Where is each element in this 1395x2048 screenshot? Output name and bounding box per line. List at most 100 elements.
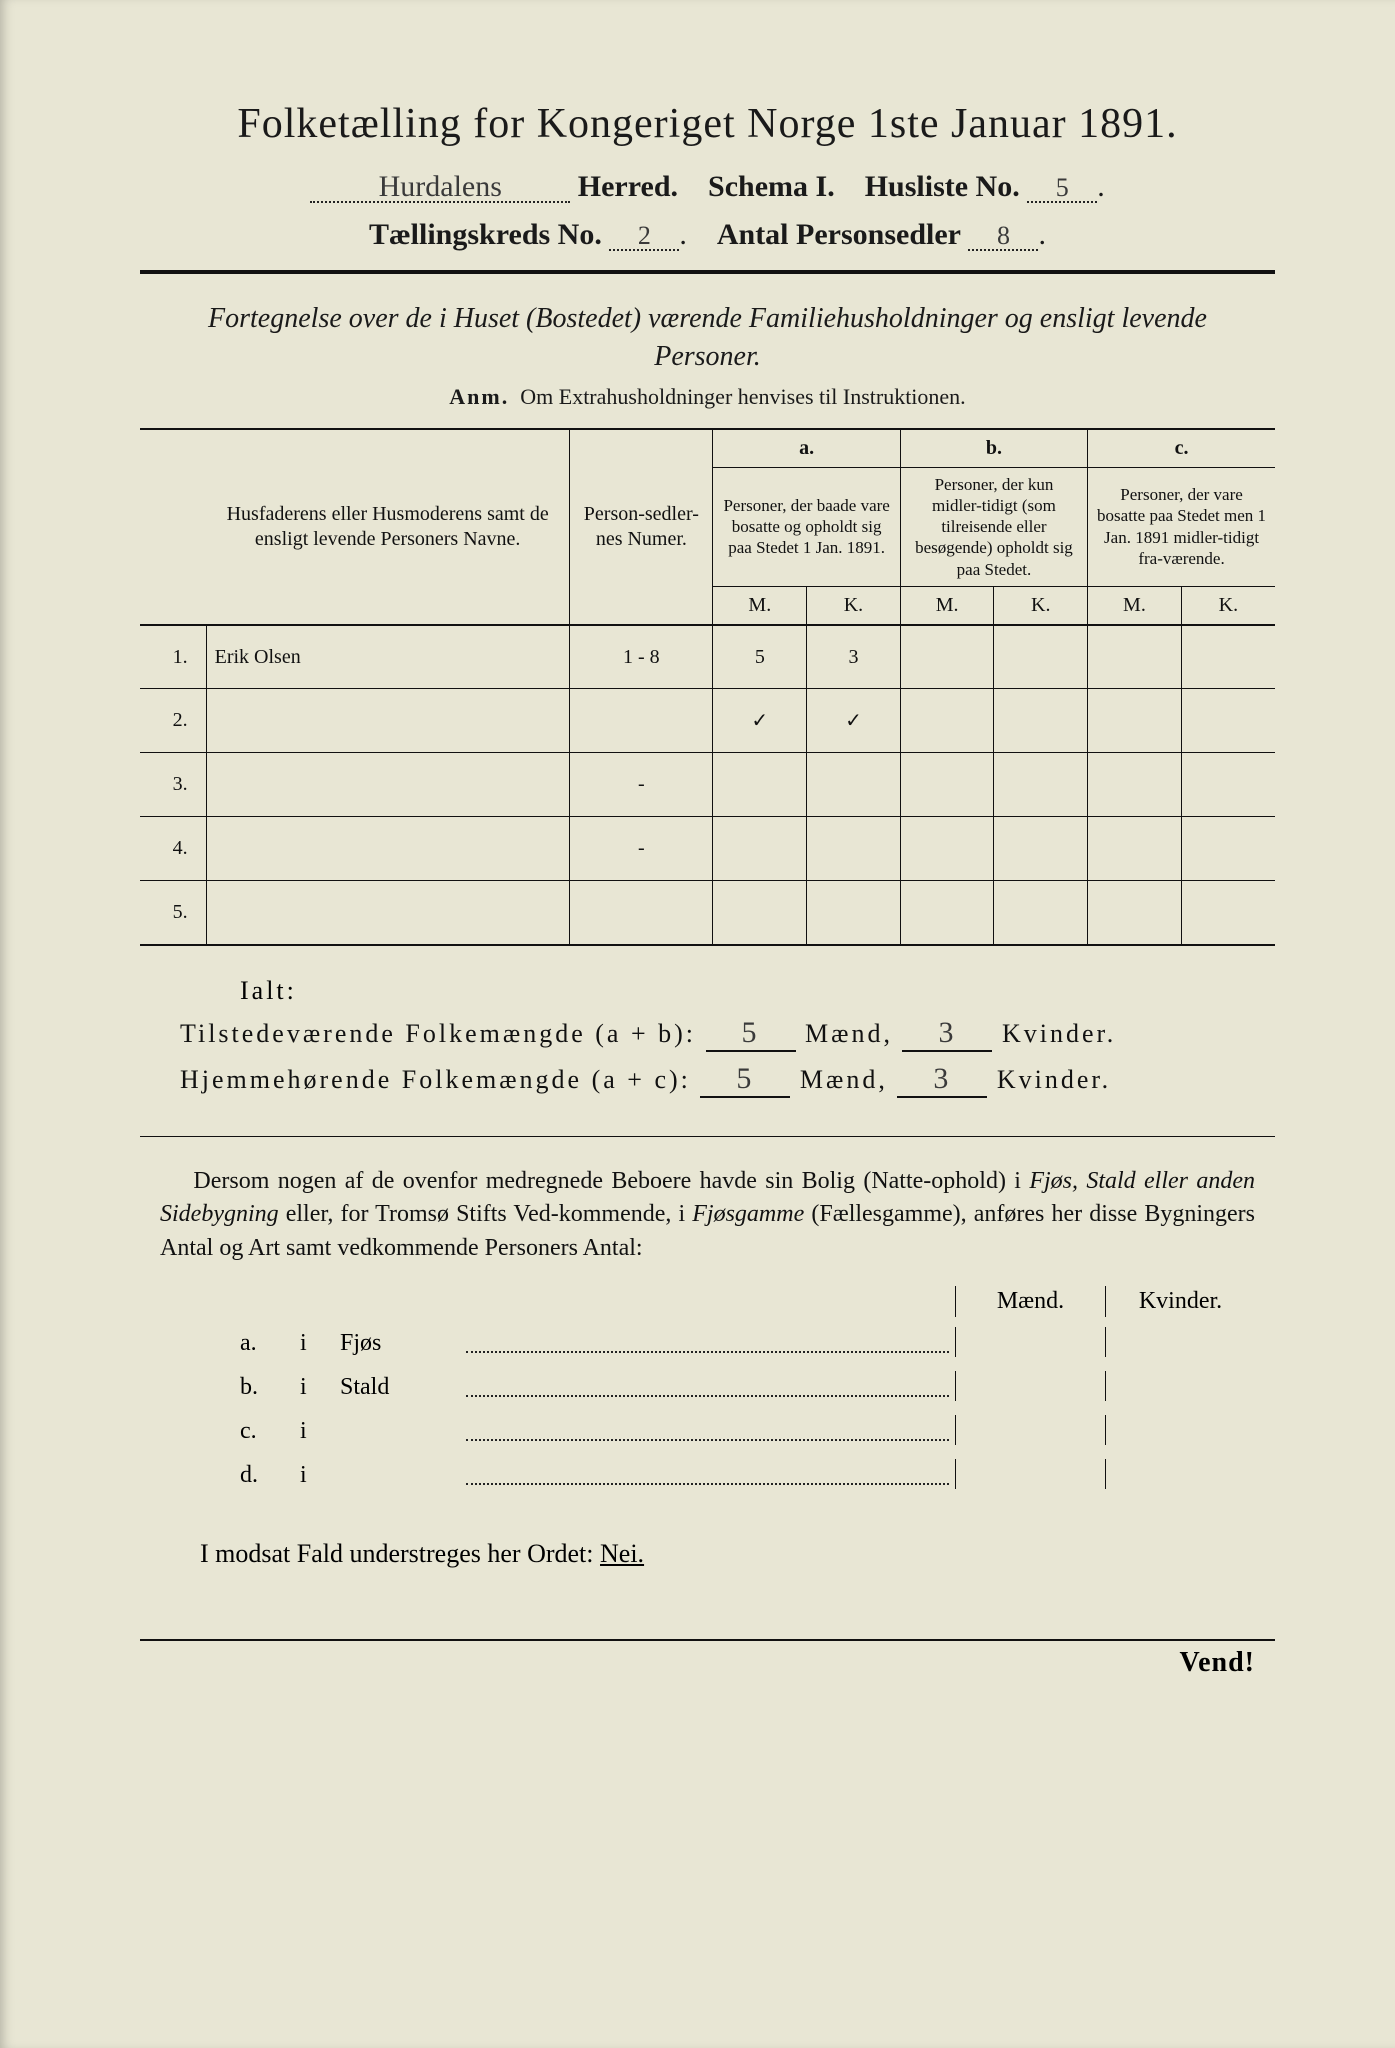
kreds-value: 2 <box>638 221 651 250</box>
kreds-label: Tællingskreds No. <box>369 218 602 251</box>
table-row: 3. - <box>140 753 1275 817</box>
divider <box>140 1136 1275 1137</box>
row-b-k <box>994 625 1088 689</box>
tick-k: ✓ <box>807 689 901 753</box>
row-c-m <box>1088 625 1182 689</box>
bld-i: i <box>300 1418 340 1445</box>
row-name <box>206 881 570 945</box>
sum2-k: 3 <box>933 1062 951 1095</box>
modsat-text: I modsat Fald understreges her Ordet: <box>200 1539 594 1568</box>
bld-label: b. <box>240 1374 300 1401</box>
anm-label: Anm. <box>449 384 509 409</box>
table-row: 2. ✓ ✓ <box>140 689 1275 753</box>
tick-m: ✓ <box>713 689 807 753</box>
row-person: - <box>570 817 713 881</box>
bld-dots <box>466 1373 949 1397</box>
bottom-rule <box>140 1639 1275 1641</box>
sum-k-label2: Kvinder. <box>997 1065 1111 1094</box>
b-m: M. <box>900 586 994 625</box>
table-body: 1. Erik Olsen 1 - 8 5 3 2. ✓ ✓ 3. - <box>140 625 1275 945</box>
bld-row: a. i Fjøs <box>240 1327 1255 1357</box>
row-num: 2. <box>140 689 206 753</box>
bld-row: c. i <box>240 1415 1255 1445</box>
a-m: M. <box>713 586 807 625</box>
grp-b-text: Personer, der kun midler-tidigt (som til… <box>900 467 1087 586</box>
row-num: 1. <box>140 625 206 689</box>
row-num: 5. <box>140 881 206 945</box>
bld-cols <box>955 1459 1255 1489</box>
grp-a-label: a. <box>713 429 900 468</box>
b-k: K. <box>994 586 1088 625</box>
sum-k-label: Kvinder. <box>1002 1019 1116 1048</box>
col-name-header: Husfaderens eller Husmoderens samt de en… <box>206 429 570 625</box>
row-b-m <box>900 625 994 689</box>
nei-word: Nei. <box>600 1539 644 1568</box>
bld-dots <box>466 1329 949 1353</box>
table-row: 1. Erik Olsen 1 - 8 5 3 <box>140 625 1275 689</box>
row-a-k: 3 <box>807 625 901 689</box>
grp-c-label: c. <box>1088 429 1275 468</box>
header-line-2: Tællingskreds No. 2. Antal Personsedler … <box>140 218 1275 252</box>
a-k: K. <box>807 586 901 625</box>
divider <box>140 270 1275 274</box>
row-name <box>206 689 570 753</box>
row-a-m: 5 <box>713 625 807 689</box>
sum-line-ac: Hjemmehørende Folkemængde (a + c): 5 Mæn… <box>180 1062 1275 1098</box>
row-num: 4. <box>140 817 206 881</box>
antal-label: Antal Personsedler <box>717 218 961 251</box>
bld-label: c. <box>240 1418 300 1445</box>
sum-m-label: Mænd, <box>805 1019 893 1048</box>
census-form-page: Folketælling for Kongeriget Norge 1ste J… <box>0 0 1395 2048</box>
row-num: 3. <box>140 753 206 817</box>
grp-b-label: b. <box>900 429 1087 468</box>
row-person <box>570 689 713 753</box>
sum2-m: 5 <box>736 1062 754 1095</box>
bld-head-k: Kvinder. <box>1105 1286 1255 1317</box>
table-row: 4. - <box>140 817 1275 881</box>
bld-dots <box>466 1417 949 1441</box>
household-table: Husfaderens eller Husmoderens samt de en… <box>140 428 1275 946</box>
vend-label: Vend! <box>140 1647 1255 1679</box>
c-m: M. <box>1088 586 1182 625</box>
modsat-line: I modsat Fald understreges her Ordet: Ne… <box>200 1539 1275 1569</box>
ialt-label: Ialt: <box>240 976 1275 1006</box>
bld-head-m: Mænd. <box>955 1286 1105 1317</box>
bld-cols <box>955 1371 1255 1401</box>
sum-m-label2: Mænd, <box>800 1065 888 1094</box>
page-title: Folketælling for Kongeriget Norge 1ste J… <box>140 100 1275 148</box>
herred-label: Herred. <box>578 170 678 203</box>
row-c-k <box>1181 625 1275 689</box>
building-table: a. i Fjøs b. i Stald c. i d. i <box>240 1327 1255 1489</box>
bld-label: a. <box>240 1330 300 1357</box>
grp-c-text: Personer, der vare bosatte paa Stedet me… <box>1088 467 1275 586</box>
grp-a-text: Personer, der baade vare bosatte og opho… <box>713 467 900 586</box>
sum2-label: Hjemmehørende Folkemængde (a + c): <box>180 1065 691 1094</box>
anm-text: Om Extrahusholdninger henvises til Instr… <box>520 384 965 409</box>
building-paragraph: Dersom nogen af de ovenfor medregnede Be… <box>160 1165 1255 1266</box>
antal-value: 8 <box>997 221 1010 250</box>
bld-type: Fjøs <box>340 1330 460 1357</box>
row-person: 1 - 8 <box>570 625 713 689</box>
row-person: - <box>570 753 713 817</box>
bld-row: d. i <box>240 1459 1255 1489</box>
bld-dots <box>466 1461 949 1485</box>
bld-i: i <box>300 1374 340 1401</box>
herred-value: Hurdalens <box>379 170 502 203</box>
row-person <box>570 881 713 945</box>
husliste-label: Husliste No. <box>865 170 1020 203</box>
row-name <box>206 817 570 881</box>
row-name <box>206 753 570 817</box>
header-line-1: Hurdalens Herred. Schema I. Husliste No.… <box>140 170 1275 204</box>
bld-i: i <box>300 1462 340 1489</box>
bld-row: b. i Stald <box>240 1371 1255 1401</box>
bld-cols <box>955 1415 1255 1445</box>
sum1-label: Tilstedeværende Folkemængde (a + b): <box>180 1019 696 1048</box>
table-row: 5. <box>140 881 1275 945</box>
bld-cols <box>955 1327 1255 1357</box>
anm-line: Anm. Om Extrahusholdninger henvises til … <box>140 384 1275 410</box>
sum1-k: 3 <box>938 1016 956 1049</box>
husliste-value: 5 <box>1056 173 1069 202</box>
col-person-header: Person-sedler-nes Numer. <box>570 429 713 625</box>
bld-label: d. <box>240 1462 300 1489</box>
sum-line-ab: Tilstedeværende Folkemængde (a + b): 5 M… <box>180 1016 1275 1052</box>
